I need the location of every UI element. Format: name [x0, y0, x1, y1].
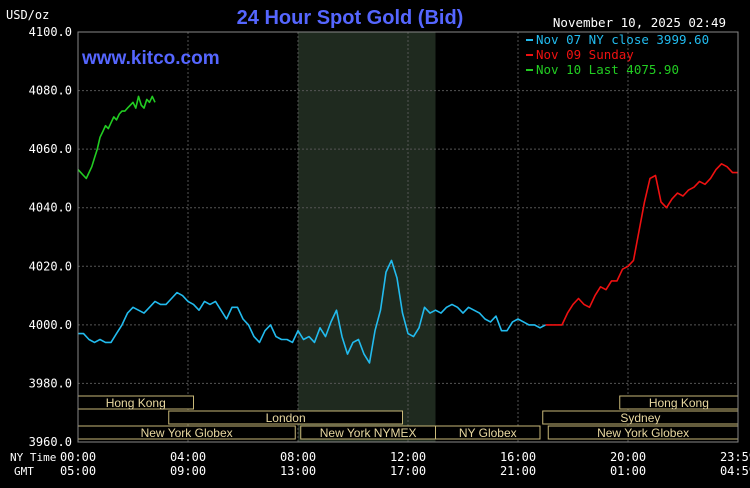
x-tick-label-gmt: 13:00 — [280, 464, 316, 478]
legend-entry: Nov 09 Sunday — [536, 47, 634, 62]
session-label: New York NYMEX — [320, 426, 417, 440]
y-tick-label: 4000.0 — [29, 318, 72, 332]
legend-entry: Nov 07 NY close 3999.60 — [536, 32, 709, 47]
x-tick-label-gmt: 09:00 — [170, 464, 206, 478]
shaded-region — [298, 32, 436, 442]
y-tick-label: 3980.0 — [29, 376, 72, 390]
series-lines — [77, 95, 738, 364]
y-tick-label: 4080.0 — [29, 84, 72, 98]
session-bar — [435, 425, 541, 440]
x-tick-label-gmt: 01:00 — [610, 464, 646, 478]
plot-border — [77, 31, 739, 443]
session-label: NY Globex — [459, 426, 517, 440]
x-tick-label-ny: 16:00 — [500, 450, 536, 464]
y-tick-label: 4020.0 — [29, 259, 72, 273]
labels: USD/oz 24 Hour Spot Gold (Bid) www.kitco… — [6, 7, 726, 478]
x-tick-label-ny: 23:59 — [720, 450, 750, 464]
x-tick-label-gmt: 17:00 — [390, 464, 426, 478]
series-line — [77, 95, 156, 180]
x-tick-label-ny: 08:00 — [280, 450, 316, 464]
series-line — [545, 163, 738, 326]
x-tick-label-gmt: 04:59 — [720, 464, 750, 478]
y-tick-label: 3960.0 — [29, 435, 72, 449]
shaded-window — [298, 32, 436, 442]
y-tick-label: 4040.0 — [29, 201, 72, 215]
y-tick-label: 4100.0 — [29, 25, 72, 39]
session-label: New York Globex — [141, 426, 233, 440]
x-tick-label-gmt: 05:00 — [60, 464, 96, 478]
x-tick-label-gmt: 21:00 — [500, 464, 536, 478]
session-label: Hong Kong — [649, 396, 709, 410]
x-tick-label-ny: 12:00 — [390, 450, 426, 464]
x-row-label-ny: NY Time — [10, 451, 56, 464]
session-label: Sydney — [620, 411, 660, 425]
y-tick-label: 4060.0 — [29, 142, 72, 156]
session-bar — [168, 410, 403, 425]
legend-entry: Nov 10 Last 4075.90 — [536, 62, 679, 77]
session-label: Hong Kong — [106, 396, 166, 410]
x-tick-label-ny: 04:00 — [170, 450, 206, 464]
x-tick-label-ny: 00:00 — [60, 450, 96, 464]
y-unit-label: USD/oz — [6, 8, 49, 22]
watermark: www.kitco.com — [81, 48, 220, 69]
axes: 4100.0 4080.0 4060.0 4040.0 4020.0 4000.0 3980… — [29, 25, 750, 478]
x-tick-label-ny: 20:00 — [610, 450, 646, 464]
chart-title: 24 Hour Spot Gold (Bid) — [237, 7, 464, 29]
session-label: New York Globex — [597, 426, 689, 440]
x-row-label-gmt: GMT — [14, 465, 34, 478]
timestamp: November 10, 2025 02:49 — [553, 15, 726, 30]
session-label: London — [266, 411, 306, 425]
series-line — [78, 259, 546, 364]
